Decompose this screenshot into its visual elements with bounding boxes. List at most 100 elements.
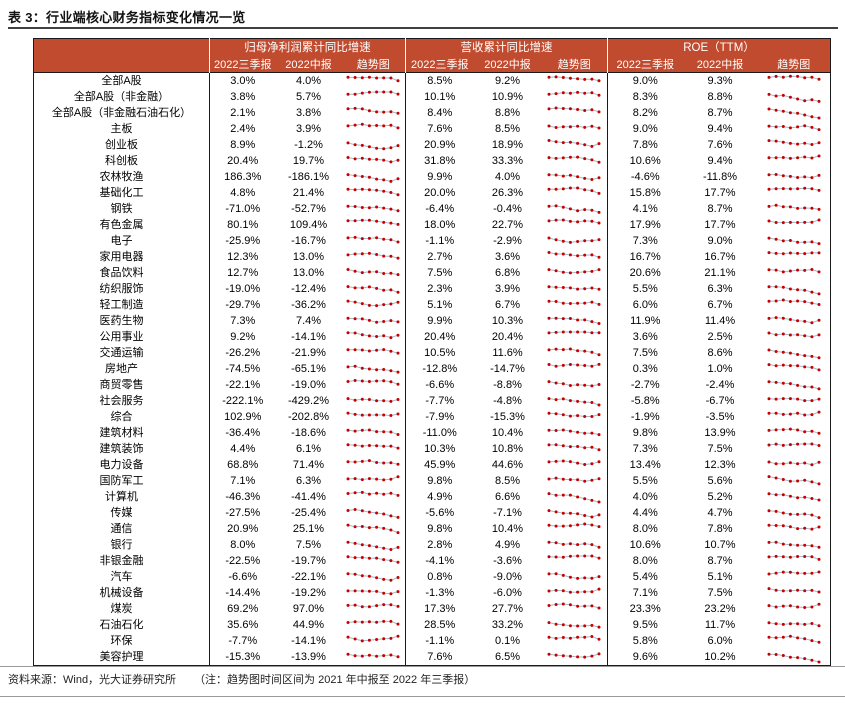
row-label: 美容护理 xyxy=(99,651,144,663)
sub-header-rev-0: 2022三季报 xyxy=(405,55,474,73)
trend-sparkline xyxy=(346,411,400,417)
cell-rev-q3: 10.5% xyxy=(405,345,474,361)
sub-header-rev-1: 2022中报 xyxy=(473,55,542,73)
trend-sparkline xyxy=(547,362,601,368)
cell-np-trend xyxy=(342,617,406,633)
trend-sparkline xyxy=(547,411,601,418)
cell-rev-trend xyxy=(542,537,608,553)
cell-np-h1: 19.7% xyxy=(292,155,325,167)
trend-sparkline xyxy=(767,124,821,132)
cell-roe-h1: 9.4% xyxy=(707,155,733,167)
cell-rev-trend xyxy=(542,281,608,297)
cell-rev-trend xyxy=(542,121,608,137)
footer-divider-top xyxy=(0,666,845,667)
trend-sparkline xyxy=(767,218,821,225)
cell-roe-h1: 7.8% xyxy=(707,523,733,535)
cell-np-trend xyxy=(342,585,406,601)
trend-sparkline xyxy=(547,572,601,580)
cell-roe-q3: 5.5% xyxy=(607,281,683,297)
trend-sparkline xyxy=(346,443,400,450)
table-row: 建筑装饰 4.4% 6.1% 10.3% 10.8% 7.3% 7.5% xyxy=(34,441,831,457)
cell-roe-h1: 6.3% xyxy=(707,283,733,295)
cell-roe-trend xyxy=(758,409,831,425)
cell-np-trend xyxy=(342,249,406,265)
cell-rev-q3: 18.0% xyxy=(405,217,474,233)
cell-rev-h1: 9.2% xyxy=(494,75,521,87)
cell-rev-trend xyxy=(542,185,608,201)
cell-rev-h1: 6.8% xyxy=(494,267,521,279)
table-row: 主板 2.4% 3.9% 7.6% 8.5% 9.0% 9.4% xyxy=(34,121,831,137)
cell-np-h1: -36.2% xyxy=(291,299,326,311)
cell-rev-h1: 6.5% xyxy=(494,651,521,663)
cell-np-q3: -14.4% xyxy=(209,585,276,601)
trend-sparkline xyxy=(547,621,601,629)
trend-sparkline xyxy=(346,331,400,340)
cell-rev-q3: 7.6% xyxy=(405,649,474,666)
cell-np-q3: -26.2% xyxy=(209,345,276,361)
cell-rev-h1: 8.8% xyxy=(494,107,521,119)
table-row: 综合 102.9% -202.8% -7.9% -15.3% -1.9% -3.5% xyxy=(34,409,831,425)
cell-rev-h1: -7.1% xyxy=(493,507,522,519)
cell-rev-q3: -6.6% xyxy=(405,377,474,393)
cell-np-h1: 6.3% xyxy=(295,475,322,487)
trend-sparkline xyxy=(767,268,821,274)
row-label: 创业板 xyxy=(105,139,138,151)
table-row: 交通运输 -26.2% -21.9% 10.5% 11.6% 7.5% 8.6% xyxy=(34,345,831,361)
cell-roe-h1: 23.2% xyxy=(704,603,736,615)
note-text: （注：趋势图时间区间为 2021 年中报至 2022 年三季报） xyxy=(194,674,476,686)
cell-rev-h1: 10.3% xyxy=(491,315,524,327)
cell-roe-q3: 11.9% xyxy=(607,313,683,329)
cell-roe-q3: -5.8% xyxy=(607,393,683,409)
cell-roe-h1: -3.5% xyxy=(705,411,735,423)
cell-roe-q3: 4.0% xyxy=(607,489,683,505)
row-label: 计算机 xyxy=(105,491,138,503)
cell-rev-q3: 2.7% xyxy=(405,249,474,265)
table-row: 电子 -25.9% -16.7% -1.1% -2.9% 7.3% 9.0% xyxy=(34,233,831,249)
cell-rev-q3: -12.8% xyxy=(405,361,474,377)
cell-rev-q3: 10.1% xyxy=(405,89,474,105)
trend-sparkline xyxy=(346,589,400,596)
row-label: 机械设备 xyxy=(99,587,144,599)
cell-rev-q3: 17.3% xyxy=(405,601,474,617)
cell-roe-trend xyxy=(758,217,831,233)
trend-sparkline xyxy=(547,522,601,529)
row-label: 有色金属 xyxy=(99,219,144,231)
cell-rev-trend xyxy=(542,457,608,473)
cell-np-q3: 186.3% xyxy=(209,169,276,185)
cell-roe-q3: 9.6% xyxy=(607,649,683,666)
cell-np-h1: -25.4% xyxy=(291,507,326,519)
trend-sparkline xyxy=(346,218,400,226)
cell-np-trend xyxy=(342,553,406,569)
cell-rev-q3: 4.9% xyxy=(405,489,474,505)
cell-np-trend xyxy=(342,473,406,489)
cell-np-q3: 12.7% xyxy=(209,265,276,281)
cell-rev-h1: 6.7% xyxy=(494,299,521,311)
table-row: 创业板 8.9% -1.2% 20.9% 18.9% 7.8% 7.6% xyxy=(34,137,831,153)
cell-roe-h1: 7.6% xyxy=(707,139,733,151)
cell-roe-h1: 11.4% xyxy=(704,315,736,327)
cell-rev-h1: 8.5% xyxy=(494,123,521,135)
cell-np-trend xyxy=(342,537,406,553)
cell-rev-trend xyxy=(542,425,608,441)
cell-rev-h1: 3.6% xyxy=(494,251,521,263)
cell-rev-q3: 7.6% xyxy=(405,121,474,137)
row-label: 电子 xyxy=(110,235,133,247)
trend-sparkline xyxy=(547,90,601,97)
cell-np-h1: 5.7% xyxy=(295,91,322,103)
cell-roe-h1: -11.8% xyxy=(702,171,738,183)
cell-np-q3: 9.2% xyxy=(209,329,276,345)
trend-sparkline xyxy=(346,348,400,355)
cell-rev-trend xyxy=(542,105,608,121)
cell-rev-q3: -7.9% xyxy=(405,409,474,425)
cell-roe-q3: 20.6% xyxy=(607,265,683,281)
trend-sparkline xyxy=(767,587,821,594)
cell-roe-h1: 10.7% xyxy=(704,539,736,551)
cell-np-q3: 7.3% xyxy=(209,313,276,329)
cell-np-h1: -52.7% xyxy=(291,203,326,215)
cell-roe-h1: 6.7% xyxy=(707,299,733,311)
trend-sparkline xyxy=(547,428,601,437)
cell-rev-h1: 10.4% xyxy=(491,427,524,439)
trend-sparkline xyxy=(547,173,601,181)
table-row: 轻工制造 -29.7% -36.2% 5.1% 6.7% 6.0% 6.7% xyxy=(34,297,831,313)
footer-divider-bottom xyxy=(0,696,845,697)
